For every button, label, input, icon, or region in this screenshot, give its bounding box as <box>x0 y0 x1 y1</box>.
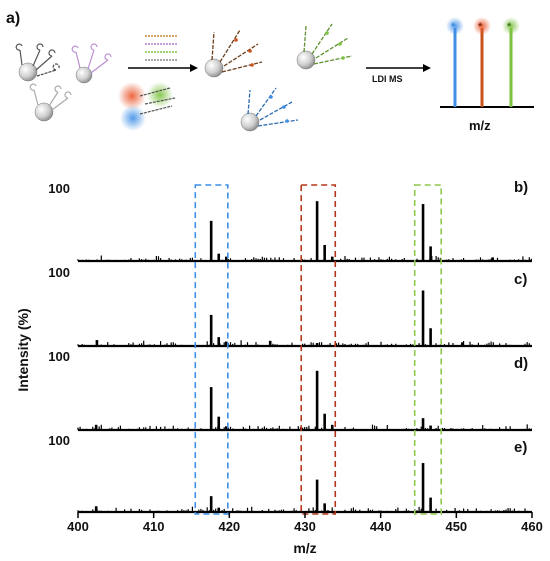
highlight-window <box>300 184 337 515</box>
x-tick-label: 420 <box>218 519 240 534</box>
x-tick-label: 410 <box>143 519 165 534</box>
y-tick-label: 100 <box>48 265 70 280</box>
bead-with-hairpins <box>29 83 72 122</box>
svg-text:*: * <box>451 21 456 33</box>
y-tick-label: 100 <box>48 181 70 196</box>
target-strands <box>145 35 178 61</box>
mass-tag-cluster <box>118 82 176 131</box>
svg-text:*: * <box>507 21 512 33</box>
panel-label-e: e) <box>514 439 527 456</box>
x-axis-label: m/z <box>293 540 316 556</box>
x-tick-label: 430 <box>294 519 316 534</box>
reaction-arrow <box>128 64 198 72</box>
x-tick-label: 450 <box>445 519 467 534</box>
y-tick-label: 100 <box>48 349 70 364</box>
hybridized-bead <box>296 23 353 70</box>
spectra-chart: 100 b) 100 c) 100 d) 100 e) 400 410 420 430 440 450 46… <box>15 179 543 556</box>
schematic-panel: a) <box>6 10 534 133</box>
panel-label-b: b) <box>514 179 528 196</box>
spectrum-noise <box>77 424 532 430</box>
mini-spectrum-xlabel: m/z <box>469 118 491 133</box>
x-tick-label: 440 <box>370 519 392 534</box>
panel-label-d: d) <box>514 355 528 372</box>
highlight-window <box>413 184 443 515</box>
svg-text:*: * <box>478 21 483 33</box>
x-tick-label: 460 <box>521 519 543 534</box>
y-tick-label: 100 <box>48 433 70 448</box>
panel-label-c: c) <box>514 271 527 288</box>
spectrum-noise <box>77 255 532 261</box>
mini-spectrum: * * * m/z <box>440 17 534 133</box>
x-tick-label: 400 <box>67 519 89 534</box>
bead-with-hairpins <box>71 43 112 84</box>
y-axis-label: Intensity (%) <box>15 308 31 391</box>
ldi-ms-arrow: LDI MS <box>366 64 431 84</box>
panel-label-a: a) <box>6 10 20 27</box>
hybridized-bead <box>204 29 263 78</box>
ldi-ms-label: LDI MS <box>372 74 403 84</box>
bead-with-hairpins <box>15 43 60 82</box>
hybridized-bead <box>240 87 299 132</box>
